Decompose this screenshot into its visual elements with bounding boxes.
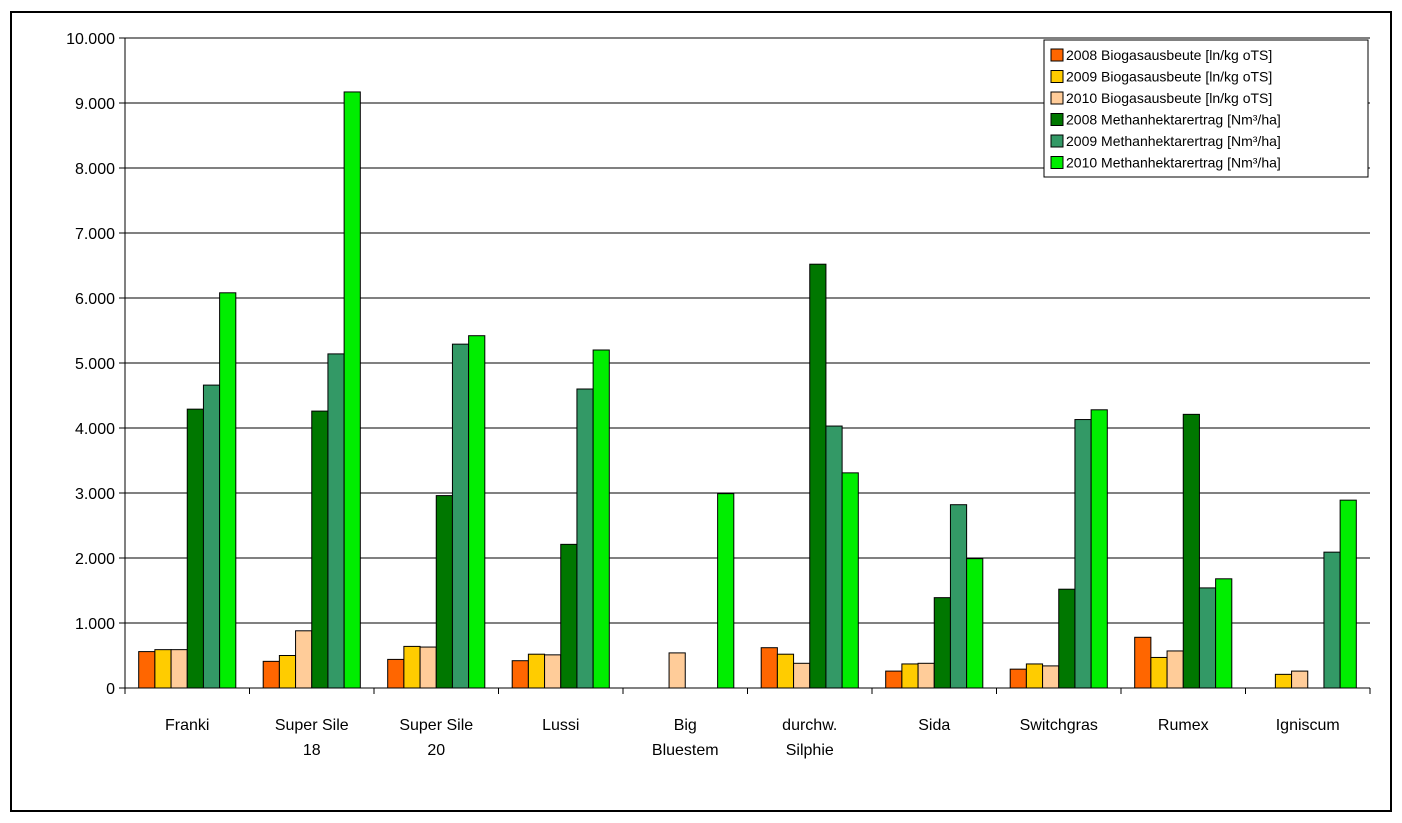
y-tick-label: 1.000 <box>75 616 115 633</box>
legend-swatch <box>1050 48 1064 62</box>
axes: 0 1.000 2.000 3.000 4.000 5.000 6.000 7.000 8.00… <box>66 31 1371 759</box>
y-tick-label: 7.000 <box>75 226 115 243</box>
bar <box>793 662 811 689</box>
x-tick-label: Sida <box>918 717 950 734</box>
x-tick-label: Igniscum <box>1276 717 1340 734</box>
y-tick-label: 4.000 <box>75 421 115 438</box>
y-tick-label: 2.000 <box>75 551 115 568</box>
bar <box>468 335 486 689</box>
y-tick-label: 6.000 <box>75 291 115 308</box>
x-tick-label: 20 <box>427 742 445 759</box>
bar <box>717 493 735 689</box>
x-tick-label: Bluestem <box>652 742 719 759</box>
legend-swatch <box>1050 134 1064 148</box>
bar <box>1150 656 1168 689</box>
legend-swatch <box>1050 113 1064 126</box>
bar <box>901 663 919 689</box>
x-tick-label: Big <box>674 717 697 734</box>
bar <box>343 91 361 689</box>
bar <box>576 388 594 689</box>
legend-label: 2010 Biogasausbeute [ln/kg oTS] <box>1066 90 1272 106</box>
bar <box>592 349 610 689</box>
legend-label: 2008 Methanhektarertrag [Nm³/ha] <box>1066 112 1281 128</box>
bar <box>776 653 795 689</box>
x-tick-label: Switchgras <box>1020 717 1098 734</box>
bar <box>1090 409 1108 689</box>
x-tick-label: Super Sile <box>399 717 473 734</box>
bar <box>1134 636 1152 689</box>
legend-label: 2010 Methanhektarertrag [Nm³/ha] <box>1066 155 1281 171</box>
bar <box>917 662 935 689</box>
bar <box>511 660 529 689</box>
bars <box>138 91 1357 689</box>
bar <box>1042 665 1060 689</box>
bar <box>1074 419 1092 689</box>
bar <box>1009 668 1027 689</box>
y-tick-label: 9.000 <box>75 96 115 113</box>
bar <box>419 646 437 689</box>
bar <box>1198 587 1217 689</box>
bar <box>170 649 188 689</box>
bar <box>527 653 546 689</box>
bar <box>1058 588 1076 689</box>
bar <box>278 655 297 689</box>
bar <box>1339 499 1357 689</box>
bar <box>295 630 313 689</box>
legend-swatch <box>1050 156 1064 169</box>
y-tick-label: 10.000 <box>66 31 115 48</box>
bar <box>186 408 204 689</box>
bar <box>966 558 984 689</box>
bar <box>262 660 280 689</box>
x-tick-label: 18 <box>303 742 321 759</box>
x-tick-label: Silphie <box>786 742 834 759</box>
legend-swatch <box>1050 70 1064 83</box>
legend: 2008 Biogasausbeute [ln/kg oTS] 2009 Biog… <box>1043 39 1369 178</box>
bar <box>1025 663 1044 689</box>
bar <box>1291 670 1309 689</box>
bar <box>311 410 329 689</box>
bar <box>760 647 778 689</box>
bar <box>451 343 470 689</box>
y-tick-label: 8.000 <box>75 161 115 178</box>
legend-box <box>1043 39 1369 178</box>
bar <box>560 543 578 689</box>
y-tick-label: 0 <box>106 681 115 698</box>
x-tick-label: Lussi <box>542 717 579 734</box>
bar <box>809 263 827 689</box>
bar <box>841 472 859 689</box>
x-tick-label: durchw. <box>782 717 837 734</box>
bar <box>1166 650 1184 689</box>
legend-label: 2009 Methanhektarertrag [Nm³/ha] <box>1066 133 1281 149</box>
bar <box>154 649 172 689</box>
bar <box>327 353 345 689</box>
bar <box>1182 413 1200 689</box>
legend-label: 2009 Biogasausbeute [ln/kg oTS] <box>1066 69 1272 85</box>
bar <box>885 670 903 689</box>
bar <box>219 292 237 689</box>
bar <box>1215 578 1233 689</box>
bar <box>949 504 968 689</box>
bar <box>933 597 951 689</box>
x-tick-label: Rumex <box>1158 717 1209 734</box>
bar <box>1323 551 1341 689</box>
y-tick-label: 5.000 <box>75 356 115 373</box>
x-tick-label: Super Sile <box>275 717 349 734</box>
bar <box>668 652 686 689</box>
bar <box>825 425 843 689</box>
bar <box>202 384 221 689</box>
y-tick-label: 3.000 <box>75 486 115 503</box>
bar <box>1274 673 1293 689</box>
bar <box>138 651 156 689</box>
bar <box>387 658 405 689</box>
bar <box>544 654 562 689</box>
legend-label: 2008 Biogasausbeute [ln/kg oTS] <box>1066 47 1272 63</box>
bar <box>403 645 421 689</box>
legend-swatch <box>1050 91 1064 105</box>
bar <box>435 495 453 689</box>
x-tick-label: Franki <box>165 717 209 734</box>
